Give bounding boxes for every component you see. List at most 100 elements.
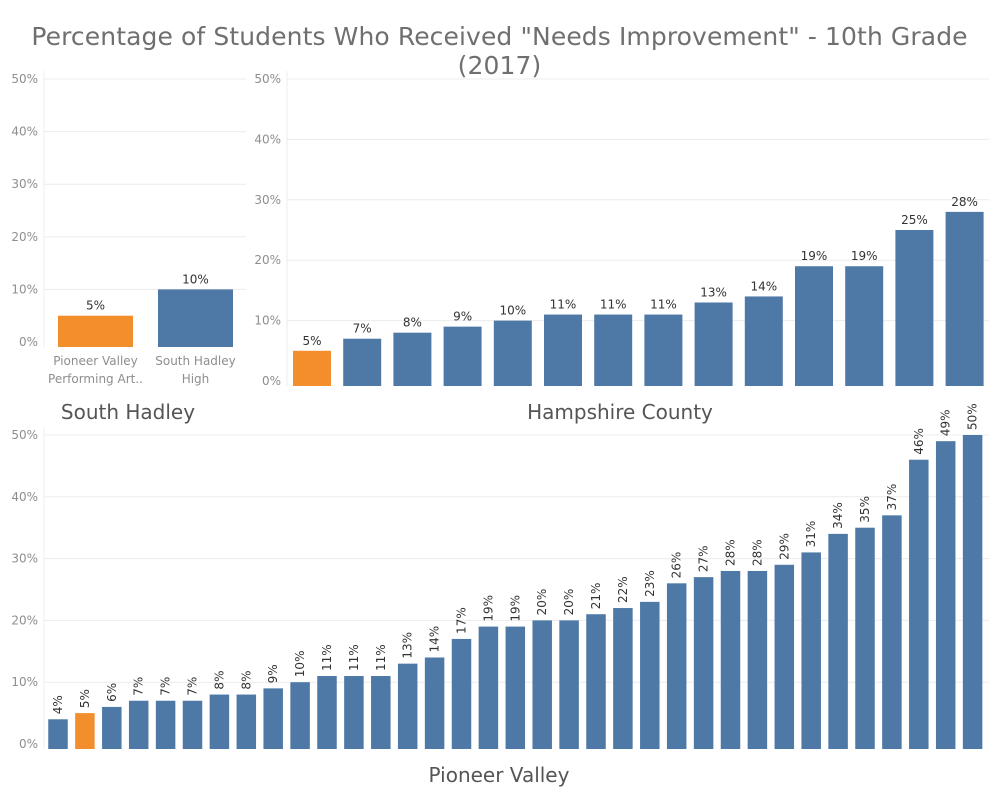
bar [478, 626, 499, 749]
category-label: Performing Art.. [48, 372, 143, 386]
data-label: 9% [266, 664, 280, 683]
bar [720, 570, 741, 749]
data-label: 31% [804, 521, 818, 548]
data-label: 8% [212, 671, 226, 690]
data-label: 11% [374, 644, 388, 671]
data-label: 20% [535, 589, 549, 616]
bar [694, 302, 733, 386]
data-label: 6% [105, 683, 119, 702]
bar [393, 332, 432, 386]
y-tick-label: 50% [11, 428, 38, 442]
data-label: 9% [453, 310, 472, 324]
data-label: 11% [650, 298, 677, 312]
data-label: 23% [643, 570, 657, 597]
data-label: 11% [347, 644, 361, 671]
data-label: 49% [939, 410, 953, 437]
bar [962, 435, 983, 749]
data-label: 14% [428, 626, 442, 653]
bar [935, 441, 956, 749]
bar [343, 338, 382, 386]
bar [293, 350, 331, 386]
bar [155, 700, 176, 749]
data-label: 26% [670, 552, 684, 579]
chart-title: Percentage of Students Who Received "Nee… [31, 22, 968, 80]
data-label: 34% [831, 502, 845, 529]
data-label: 28% [951, 195, 978, 209]
data-label: 7% [159, 677, 173, 696]
data-label: 22% [616, 576, 630, 603]
bar [58, 315, 133, 347]
y-tick-label: 30% [11, 177, 38, 191]
data-label: 28% [724, 539, 738, 566]
data-label: 7% [132, 677, 146, 696]
bar [640, 601, 660, 749]
data-label: 19% [851, 249, 878, 263]
data-label: 7% [353, 322, 372, 336]
data-label: 20% [562, 589, 576, 616]
y-tick-label: 40% [11, 125, 38, 139]
bar [586, 614, 606, 749]
data-label: 19% [481, 595, 495, 622]
panel-title: Hampshire County [527, 400, 713, 424]
bar [882, 515, 902, 749]
y-tick-label: 0% [19, 737, 38, 751]
bar [895, 230, 934, 386]
data-label: 10% [293, 651, 307, 678]
panel-pioneer-valley: 0% 10% 20% 30% 40% 50% 4% 5% 6% 7% 7% 7% 8% 8% 9% 10% 11… [11, 403, 989, 787]
bar [371, 676, 391, 749]
data-label: 8% [239, 671, 253, 690]
data-label: 28% [750, 539, 764, 566]
bar [182, 700, 203, 749]
y-tick-label: 20% [11, 613, 38, 627]
y-tick-label: 30% [254, 193, 281, 207]
y-tick-label: 30% [11, 552, 38, 566]
y-tick-label: 10% [254, 314, 281, 328]
y-tick-label: 10% [11, 282, 38, 296]
bar [424, 657, 445, 749]
data-label: 10% [182, 272, 209, 286]
bar [945, 211, 984, 386]
bar [158, 289, 233, 347]
bar [397, 663, 418, 749]
data-label: 46% [912, 428, 926, 455]
data-label: 13% [700, 285, 727, 299]
data-label: 14% [750, 279, 777, 293]
data-label: 19% [508, 595, 522, 622]
data-label: 11% [550, 298, 577, 312]
bar [747, 570, 768, 749]
category-label: South Hadley [155, 354, 236, 368]
bar [909, 459, 929, 749]
data-label: 5% [302, 334, 321, 348]
bar [644, 314, 683, 386]
y-tick-label: 20% [254, 253, 281, 267]
bar [845, 266, 884, 386]
panel-title: Pioneer Valley [429, 763, 570, 787]
data-label: 25% [901, 213, 928, 227]
data-label: 5% [86, 299, 105, 313]
bar [828, 533, 848, 749]
bar [317, 676, 337, 749]
bar [559, 620, 579, 749]
data-label: 19% [801, 249, 828, 263]
y-tick-label: 0% [262, 374, 281, 388]
category-label: High [182, 372, 210, 386]
bar [666, 583, 687, 749]
data-label: 21% [589, 583, 603, 610]
bar [344, 676, 364, 749]
data-label: 4% [51, 695, 65, 714]
data-label: 7% [186, 677, 200, 696]
data-label: 11% [600, 298, 627, 312]
bar [613, 608, 633, 749]
bar [774, 564, 795, 749]
y-tick-label: 40% [254, 132, 281, 146]
y-tick-label: 50% [11, 72, 38, 86]
bar [855, 527, 875, 749]
data-label: 11% [320, 644, 334, 671]
bar [263, 688, 283, 749]
bar [48, 719, 68, 749]
panel-hampshire-county: 0% 10% 20% 30% 40% 50% 5% 7% 8% 9% 10% 11% 11% 11% 13%… [254, 71, 989, 424]
data-label: 50% [966, 403, 980, 430]
y-tick-label: 10% [11, 675, 38, 689]
data-label: 10% [499, 304, 526, 318]
